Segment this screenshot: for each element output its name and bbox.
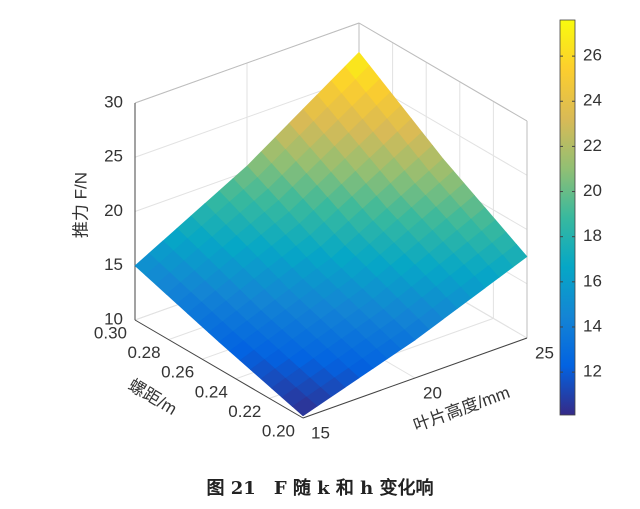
colorbar-tick-label: 22 [583, 136, 602, 155]
y-tick-label: 0.28 [128, 343, 161, 362]
axis-box-edge [134, 22, 360, 104]
colorbar-tick-label: 26 [583, 46, 602, 65]
axis-line [302, 337, 528, 419]
z-tick-label: 30 [104, 92, 123, 111]
x-tick-label: 15 [311, 423, 330, 442]
y-axis-label: 螺距/m [125, 375, 180, 419]
colorbar-tick-label: 24 [583, 91, 602, 110]
z-tick-label: 20 [104, 201, 123, 220]
colorbar [559, 19, 576, 416]
y-tick-label: 0.26 [161, 363, 194, 382]
z-tick-label: 25 [104, 147, 123, 166]
y-tick-label: 0.30 [94, 323, 127, 342]
colorbar-tick-label: 18 [583, 226, 602, 245]
axis-box-edge [358, 22, 528, 122]
z-axis-label: 推力 F/N [71, 172, 90, 238]
colorbar-tick-label: 12 [583, 362, 602, 381]
y-tick-label: 0.24 [195, 382, 228, 401]
colorbar-tick-label: 16 [583, 271, 602, 290]
surface-patch [292, 396, 318, 417]
axis-line [134, 319, 304, 419]
y-tick-label: 0.20 [262, 421, 295, 440]
z-tick-label: 15 [104, 255, 123, 274]
colorbar-tick-label: 20 [583, 181, 602, 200]
caption: 图 21 F 随 k 和 h 变化响 [207, 477, 434, 499]
colorbar-tick-label: 14 [583, 316, 602, 335]
x-tick-label: 25 [535, 343, 554, 362]
y-tick-label: 0.22 [228, 402, 261, 421]
z-tick-label: 10 [104, 309, 123, 328]
x-tick-label: 20 [423, 383, 442, 402]
